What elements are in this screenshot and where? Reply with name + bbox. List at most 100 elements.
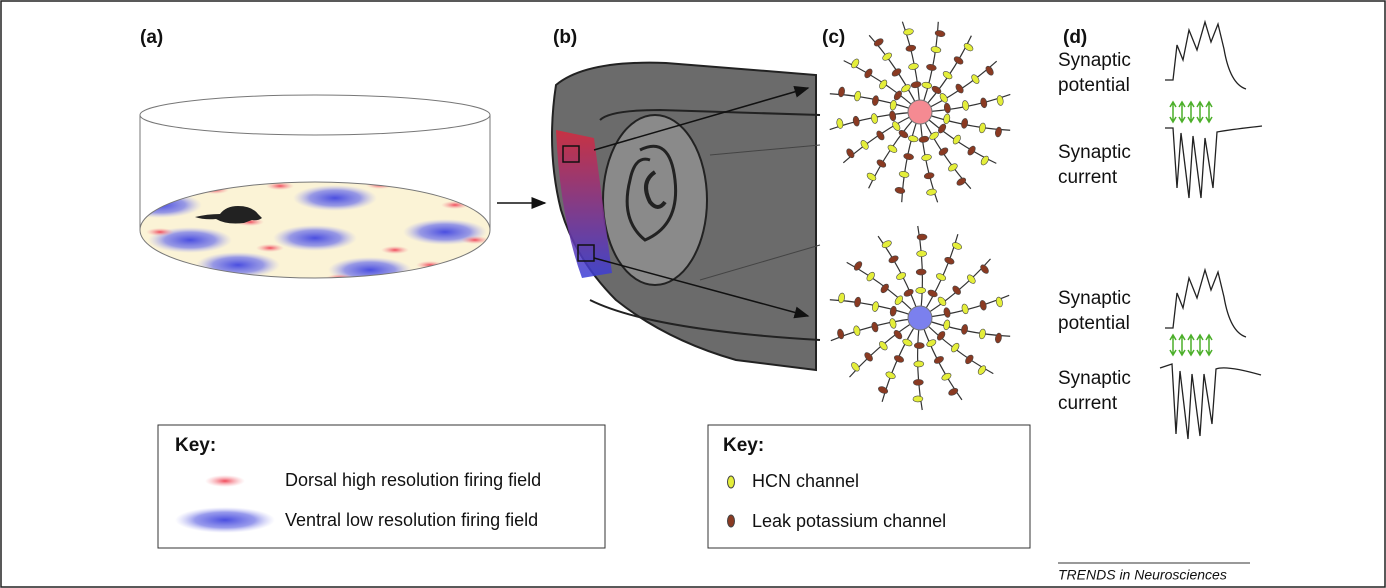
arrow: [1197, 335, 1203, 355]
brain-slice: [552, 63, 820, 370]
channel: [871, 301, 879, 312]
channel: [854, 91, 862, 102]
channel: [966, 145, 977, 157]
channel: [850, 361, 861, 373]
panel-label: (a): [140, 27, 163, 48]
key-title: Key:: [175, 435, 216, 456]
channel: [881, 51, 893, 62]
channel: [943, 113, 951, 124]
channel: [888, 254, 900, 264]
arrow: [1197, 102, 1203, 122]
dorsal-field: [176, 266, 204, 274]
channel: [865, 271, 876, 283]
key-swatch: [205, 475, 245, 487]
key-title: Key:: [723, 435, 764, 456]
channel: [995, 333, 1003, 344]
channel: [936, 330, 947, 342]
channel: [930, 46, 941, 54]
channel: [935, 30, 946, 38]
channel: [961, 324, 969, 335]
channel: [838, 86, 846, 97]
panel-label: (c): [822, 27, 845, 48]
channel: [908, 63, 919, 71]
arrow: [1179, 335, 1185, 355]
dorsal-field: [256, 244, 284, 252]
arrow: [1179, 102, 1185, 122]
arrow: [1188, 102, 1194, 122]
neurons: [830, 22, 1011, 410]
channel: [905, 44, 916, 52]
channel: [871, 321, 879, 332]
channel: [854, 297, 862, 308]
channel: [852, 116, 860, 127]
channel: [916, 269, 926, 275]
arrow: [1170, 102, 1176, 122]
channel: [921, 81, 932, 89]
channel: [853, 260, 864, 272]
key-item: HCN channel: [752, 471, 859, 491]
channel: [943, 307, 951, 318]
figure: (a) (b) (c) (d) Key: Dorsal high r: [0, 0, 1386, 588]
ventral-field: [196, 252, 280, 278]
footer: TRENDS in Neurosciences: [1058, 567, 1227, 583]
channel: [970, 73, 981, 85]
channel: [866, 172, 878, 183]
channel: [863, 68, 874, 80]
arrow: [1170, 335, 1176, 355]
channel: [953, 55, 965, 66]
channel: [838, 292, 846, 303]
channel: [889, 318, 897, 329]
soma: [908, 100, 932, 124]
channel: [935, 272, 947, 282]
channel: [889, 100, 897, 111]
traces: [1160, 22, 1262, 439]
channel: [979, 300, 987, 311]
trace-label: Synaptic current: [1058, 366, 1168, 416]
channel: [984, 65, 995, 77]
dish: [118, 95, 490, 283]
channel: [873, 37, 885, 48]
channel: [977, 364, 988, 376]
dorsal-field: [381, 246, 409, 254]
key-item: Ventral low resolution firing field: [285, 510, 538, 530]
channel: [871, 95, 879, 106]
trace-label: Synaptic potential: [1058, 286, 1168, 336]
channel: [908, 135, 919, 143]
channel: [961, 303, 969, 314]
key-swatch: [728, 515, 735, 527]
channel: [893, 294, 904, 306]
channel: [903, 288, 915, 298]
channel: [899, 170, 910, 178]
channel: [853, 325, 861, 336]
channel: [881, 239, 893, 249]
channel: [943, 103, 951, 114]
channel: [894, 187, 905, 195]
trace-label: Synaptic potential: [1058, 48, 1168, 98]
channel: [964, 354, 975, 366]
channel: [944, 256, 956, 266]
channel: [979, 263, 990, 275]
channel: [850, 58, 861, 70]
channel: [926, 338, 938, 348]
trace-label: Synaptic current: [1058, 140, 1168, 190]
channel: [889, 306, 897, 317]
arrow: [1188, 335, 1194, 355]
ventral-field: [273, 225, 357, 251]
soma: [908, 306, 932, 330]
channel: [961, 118, 969, 129]
channel: [924, 172, 935, 180]
channel: [962, 100, 970, 111]
channel: [978, 328, 986, 339]
channel: [903, 153, 914, 161]
channel: [913, 396, 923, 402]
ventral-field: [293, 185, 377, 211]
channel: [980, 97, 988, 108]
channel: [911, 81, 922, 89]
ventral-field: [118, 192, 202, 218]
channel: [845, 147, 856, 159]
dorsal-field: [146, 228, 174, 236]
channel: [963, 42, 975, 53]
arrow: [1206, 335, 1212, 355]
channel: [916, 287, 926, 293]
channel: [876, 158, 888, 169]
